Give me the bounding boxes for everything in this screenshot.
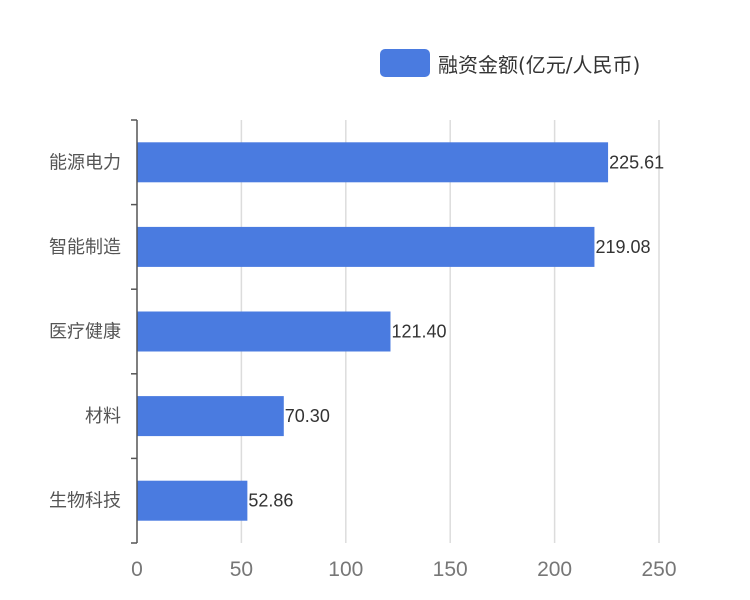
bar (137, 142, 609, 183)
label-layer: 0 50 100 150 200 250 能源电力 225.61 智能制造 219.08 医疗健康 1… (49, 152, 677, 581)
x-tick-label: 200 (537, 558, 572, 581)
bar (137, 480, 248, 521)
category-label: 智能制造 (49, 237, 121, 258)
legend: 融资金额(亿元/人民币) (380, 48, 640, 78)
legend-swatch (380, 49, 430, 77)
bar (137, 311, 391, 352)
x-tick-label: 50 (230, 558, 253, 581)
legend-label: 融资金额(亿元/人民币) (438, 52, 641, 77)
bar (137, 226, 595, 267)
bar-layer (137, 142, 609, 521)
data-label: 121.40 (391, 322, 446, 342)
x-tick-label: 250 (641, 558, 676, 581)
data-label: 70.30 (285, 406, 330, 426)
axis-layer (131, 119, 138, 544)
category-label: 生物科技 (49, 491, 121, 512)
x-tick-label: 0 (131, 558, 143, 581)
data-label: 219.08 (595, 237, 650, 257)
category-label: 医疗健康 (49, 322, 121, 343)
data-label: 52.86 (248, 491, 293, 511)
data-label: 225.61 (609, 152, 664, 172)
category-label: 材料 (85, 406, 121, 427)
bar (137, 396, 284, 437)
category-label: 能源电力 (49, 152, 121, 173)
x-tick-label: 150 (433, 558, 468, 581)
x-tick-label: 100 (328, 558, 363, 581)
